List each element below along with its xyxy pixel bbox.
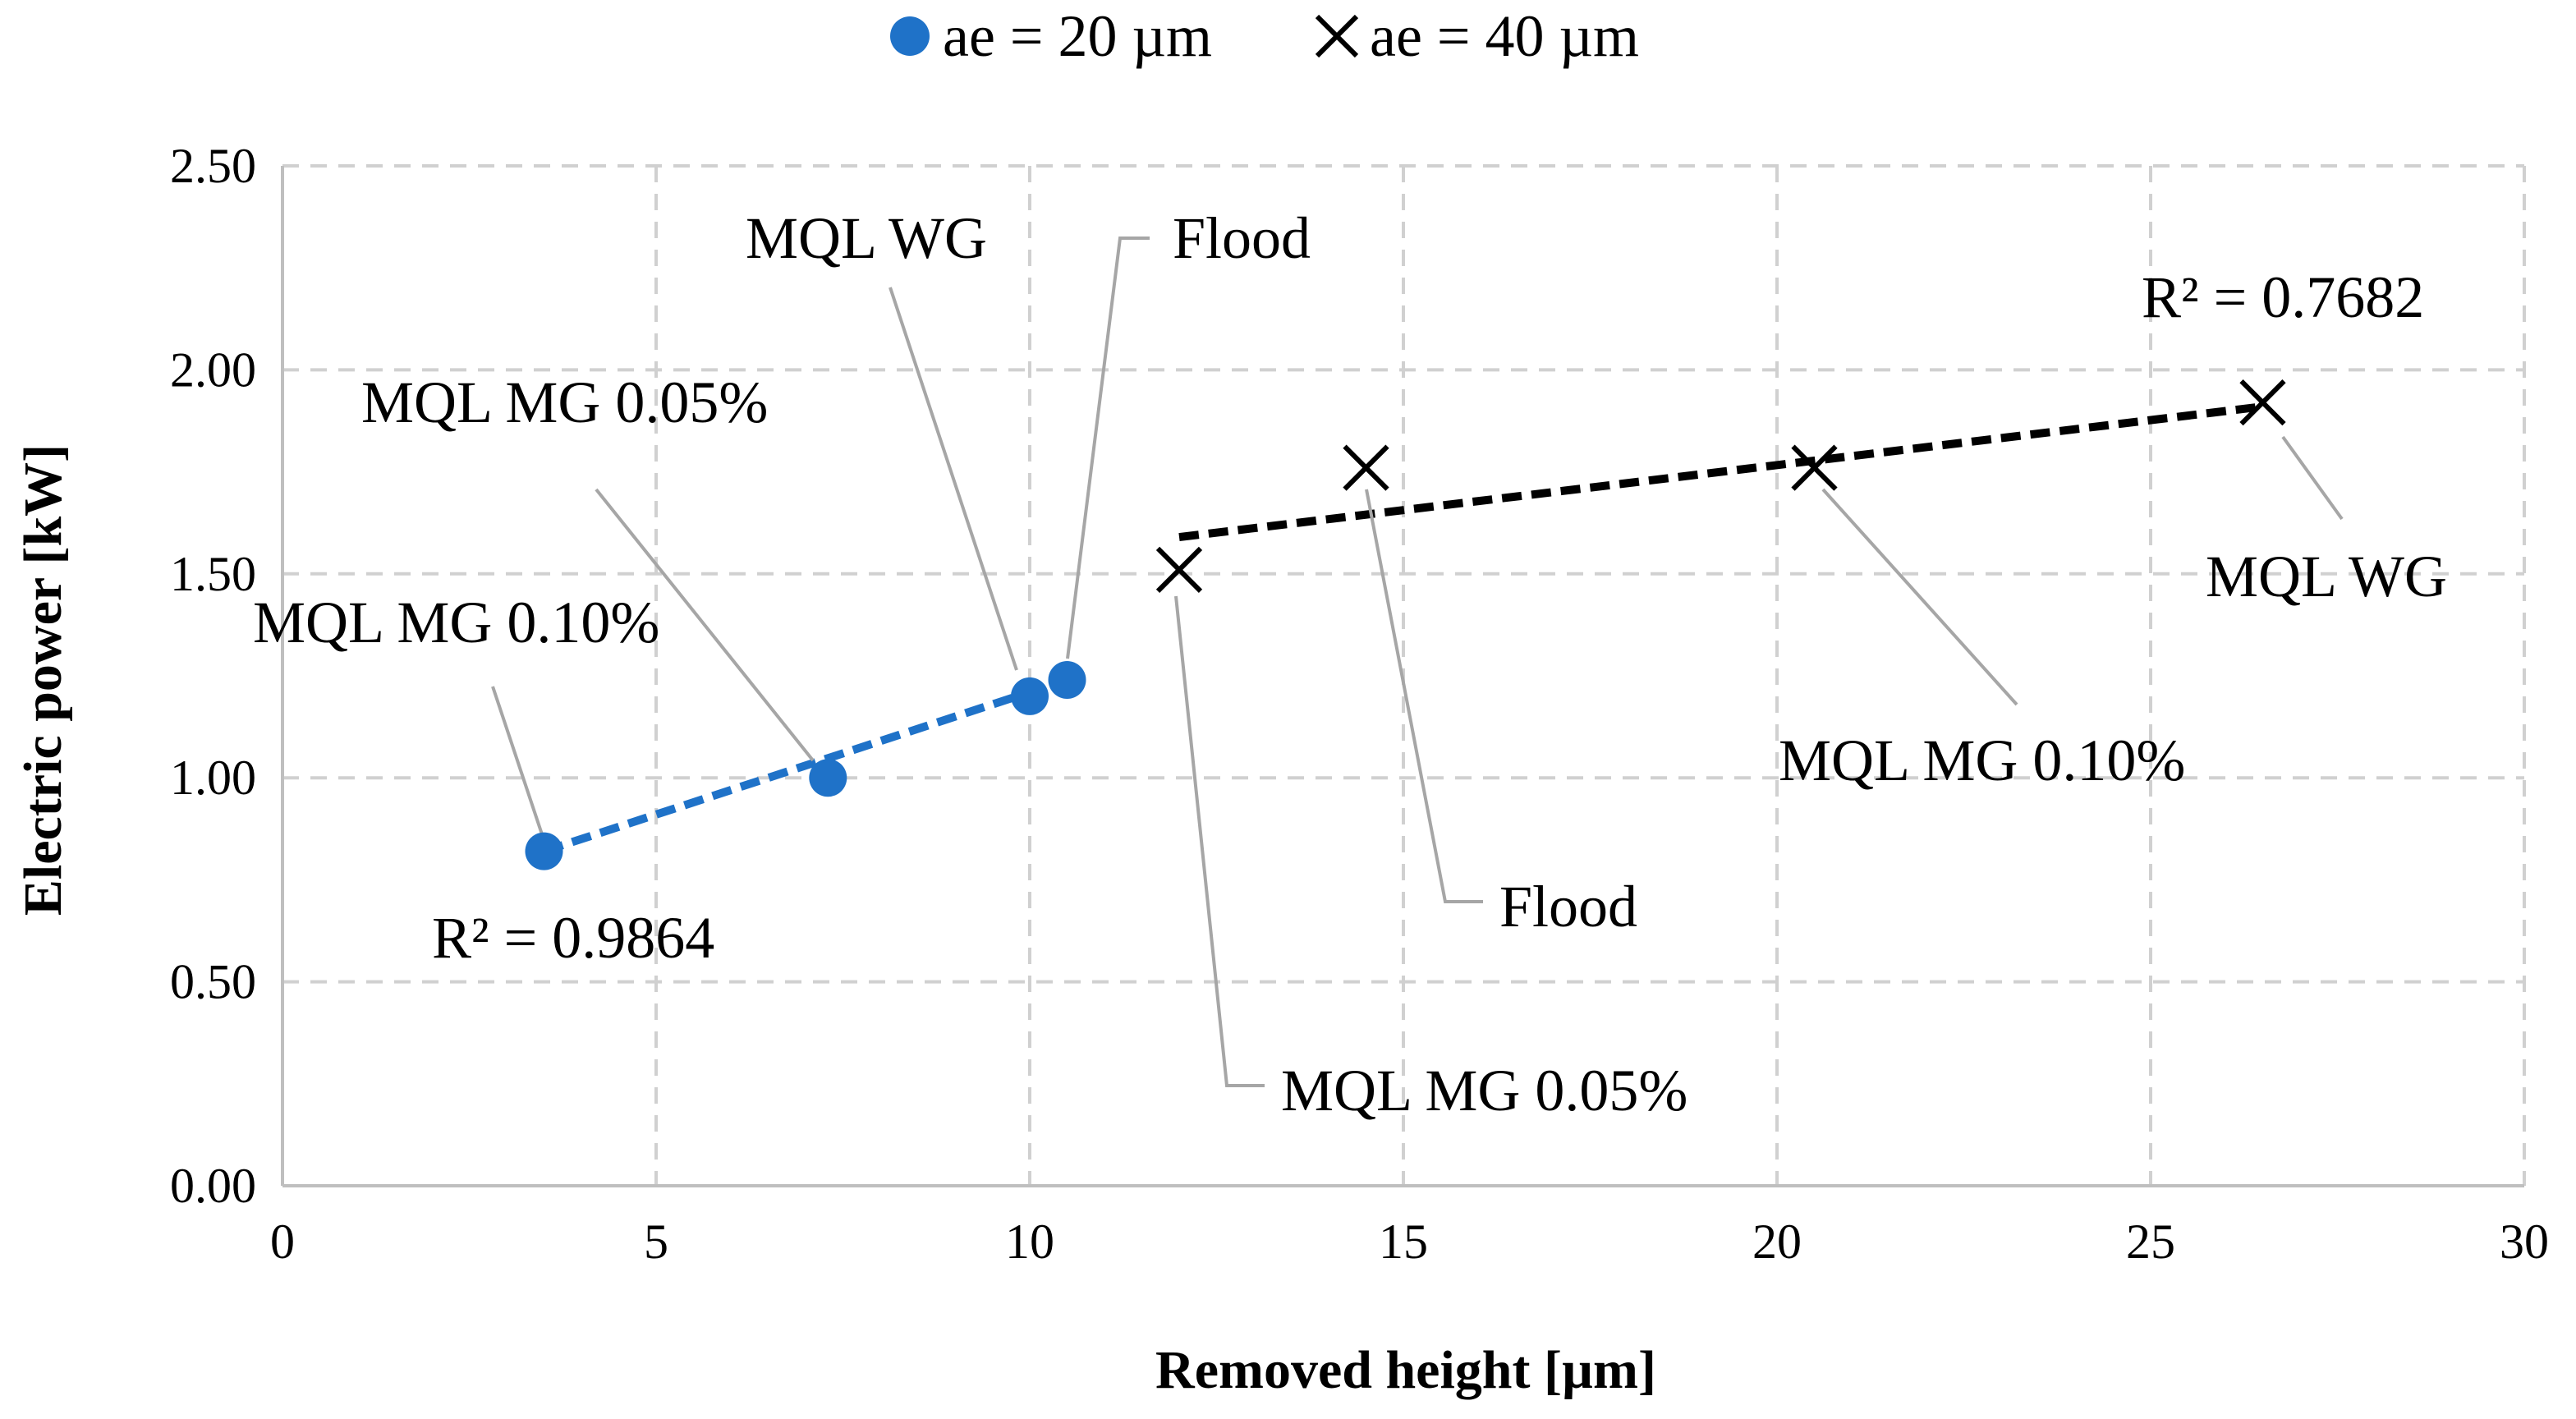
y-tick-labels: 0.00 0.50 1.00 1.50 2.00 2.50 — [170, 139, 256, 1213]
y-tick-label: 2.00 — [170, 342, 256, 397]
x-tick-label: 25 — [2126, 1215, 2175, 1269]
point-ae20-2 — [1011, 677, 1049, 715]
point-annotation: MQL MG 0.10% — [253, 590, 659, 655]
legend-label-ae20: ae = 20 µm — [943, 3, 1212, 69]
x-tick-label: 15 — [1379, 1215, 1428, 1269]
legend: ae = 20 µm ae = 40 µm — [890, 3, 1639, 69]
data-markers — [525, 379, 2286, 870]
point-ae20-1 — [809, 759, 847, 797]
point-annotation: MQL MG 0.05% — [361, 370, 768, 435]
point-annotation: MQL WG — [746, 205, 987, 271]
y-tick-label: 0.50 — [170, 955, 256, 1009]
axes — [281, 166, 2524, 1187]
leader-line — [491, 686, 544, 835]
point-ae40-2 — [1791, 444, 1838, 491]
grid — [282, 164, 2526, 1186]
x-tick-labels: 0 5 10 15 20 25 30 — [270, 1215, 2549, 1269]
x-tick-label: 5 — [644, 1215, 668, 1269]
leader-line — [1174, 595, 1265, 1087]
point-ae40-0 — [1155, 546, 1203, 593]
point-annotation: MQL MG 0.05% — [1281, 1058, 1687, 1123]
y-tick-label: 1.00 — [170, 751, 256, 805]
point-annotations: MQL MG 0.10% MQL MG 0.05% MQL WG Flood MQL M… — [253, 205, 2447, 1123]
x-tick-label: 30 — [2500, 1215, 2549, 1269]
leader-line — [1365, 489, 1483, 903]
trendlines — [542, 402, 2264, 856]
y-tick-label: 2.50 — [170, 139, 256, 193]
legend-label-ae40: ae = 40 µm — [1370, 3, 1639, 69]
y-tick-label: 1.50 — [170, 547, 256, 601]
point-annotation: Flood — [1173, 205, 1311, 271]
x-axis-title: Removed height [µm] — [1155, 1340, 1656, 1400]
legend-marker-ae20 — [890, 16, 930, 56]
r-squared-label-series-0: R² = 0.9864 — [432, 905, 714, 971]
x-tick-label: 0 — [270, 1215, 295, 1269]
leader-line — [1066, 236, 1150, 659]
legend-marker-ae40 — [1315, 14, 1359, 58]
x-tick-label: 10 — [1005, 1215, 1054, 1269]
trendline-series-1 — [1178, 402, 2264, 542]
y-tick-label: 0.00 — [170, 1159, 256, 1213]
leader-lines — [491, 236, 2344, 1087]
y-axis-title: Electric power [kW] — [13, 444, 73, 916]
point-annotation: MQL MG 0.10% — [1779, 728, 2185, 793]
point-ae20-3 — [1048, 660, 1086, 699]
leader-line — [889, 287, 1018, 671]
point-annotation: Flood — [1499, 874, 1637, 939]
point-ae40-1 — [1343, 444, 1389, 491]
leader-line — [595, 488, 815, 762]
x-tick-label: 20 — [1752, 1215, 1802, 1269]
point-ae40-3 — [2239, 379, 2286, 426]
r-squared-label-series-1: R² = 0.7682 — [2142, 264, 2424, 330]
point-annotation: MQL WG — [2206, 544, 2447, 609]
leader-line — [1821, 488, 2018, 706]
trendline-series-0 — [542, 676, 1069, 856]
point-ae20-0 — [525, 832, 563, 870]
leader-line — [2281, 435, 2344, 521]
